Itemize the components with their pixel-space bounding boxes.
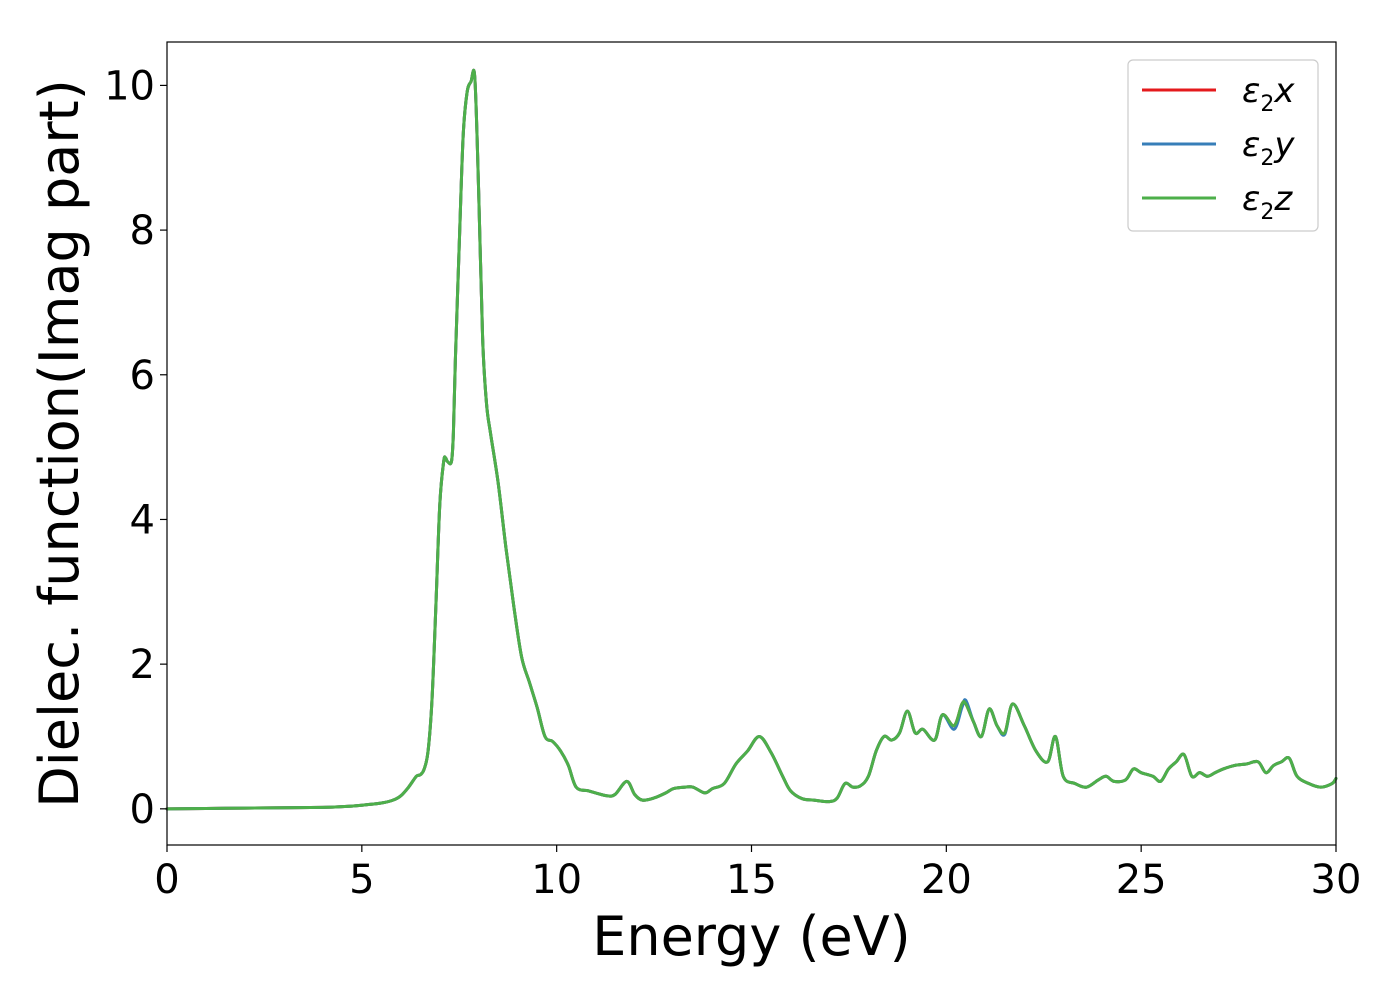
y-tick-label: 4 [130, 497, 155, 543]
x-tick-label: 25 [1116, 857, 1167, 903]
legend-symbol: ε [1242, 179, 1260, 219]
legend-component: z [1273, 179, 1293, 219]
series-layer [165, 68, 1338, 811]
x-axis-label: Energy (eV) [592, 905, 911, 968]
y-axis-ticks: 0 2 4 6 8 10 [104, 63, 167, 833]
y-tick-label: 0 [130, 787, 155, 833]
x-axis-ticks: 0 5 10 15 20 25 30 [154, 845, 1361, 903]
y-tick-label: 2 [130, 642, 155, 688]
x-tick-label: 20 [921, 857, 972, 903]
legend-label-z: ε2z [1242, 179, 1293, 225]
x-tick-label: 10 [531, 857, 582, 903]
legend-symbol: ε [1242, 71, 1260, 111]
legend-label-x: ε2x [1242, 71, 1295, 117]
legend-subscript: 2 [1260, 146, 1274, 171]
legend-subscript: 2 [1260, 92, 1274, 117]
y-tick-label: 10 [104, 63, 155, 109]
x-tick-label: 5 [349, 857, 374, 903]
series-line-3 [165, 68, 1338, 811]
legend-component: x [1273, 71, 1295, 111]
x-tick-label: 0 [154, 857, 179, 903]
y-tick-label: 6 [130, 353, 155, 399]
legend-component: y [1273, 125, 1295, 165]
x-tick-label: 15 [726, 857, 777, 903]
legend-box [1127, 59, 1319, 232]
x-tick-label: 30 [1311, 857, 1362, 903]
legend-label-y: ε2y [1242, 125, 1295, 171]
y-axis-label: Dielec. function(Imag part) [28, 79, 91, 808]
y-tick-label: 8 [130, 208, 155, 254]
legend-symbol: ε [1242, 125, 1260, 165]
legend-subscript: 2 [1260, 200, 1274, 225]
